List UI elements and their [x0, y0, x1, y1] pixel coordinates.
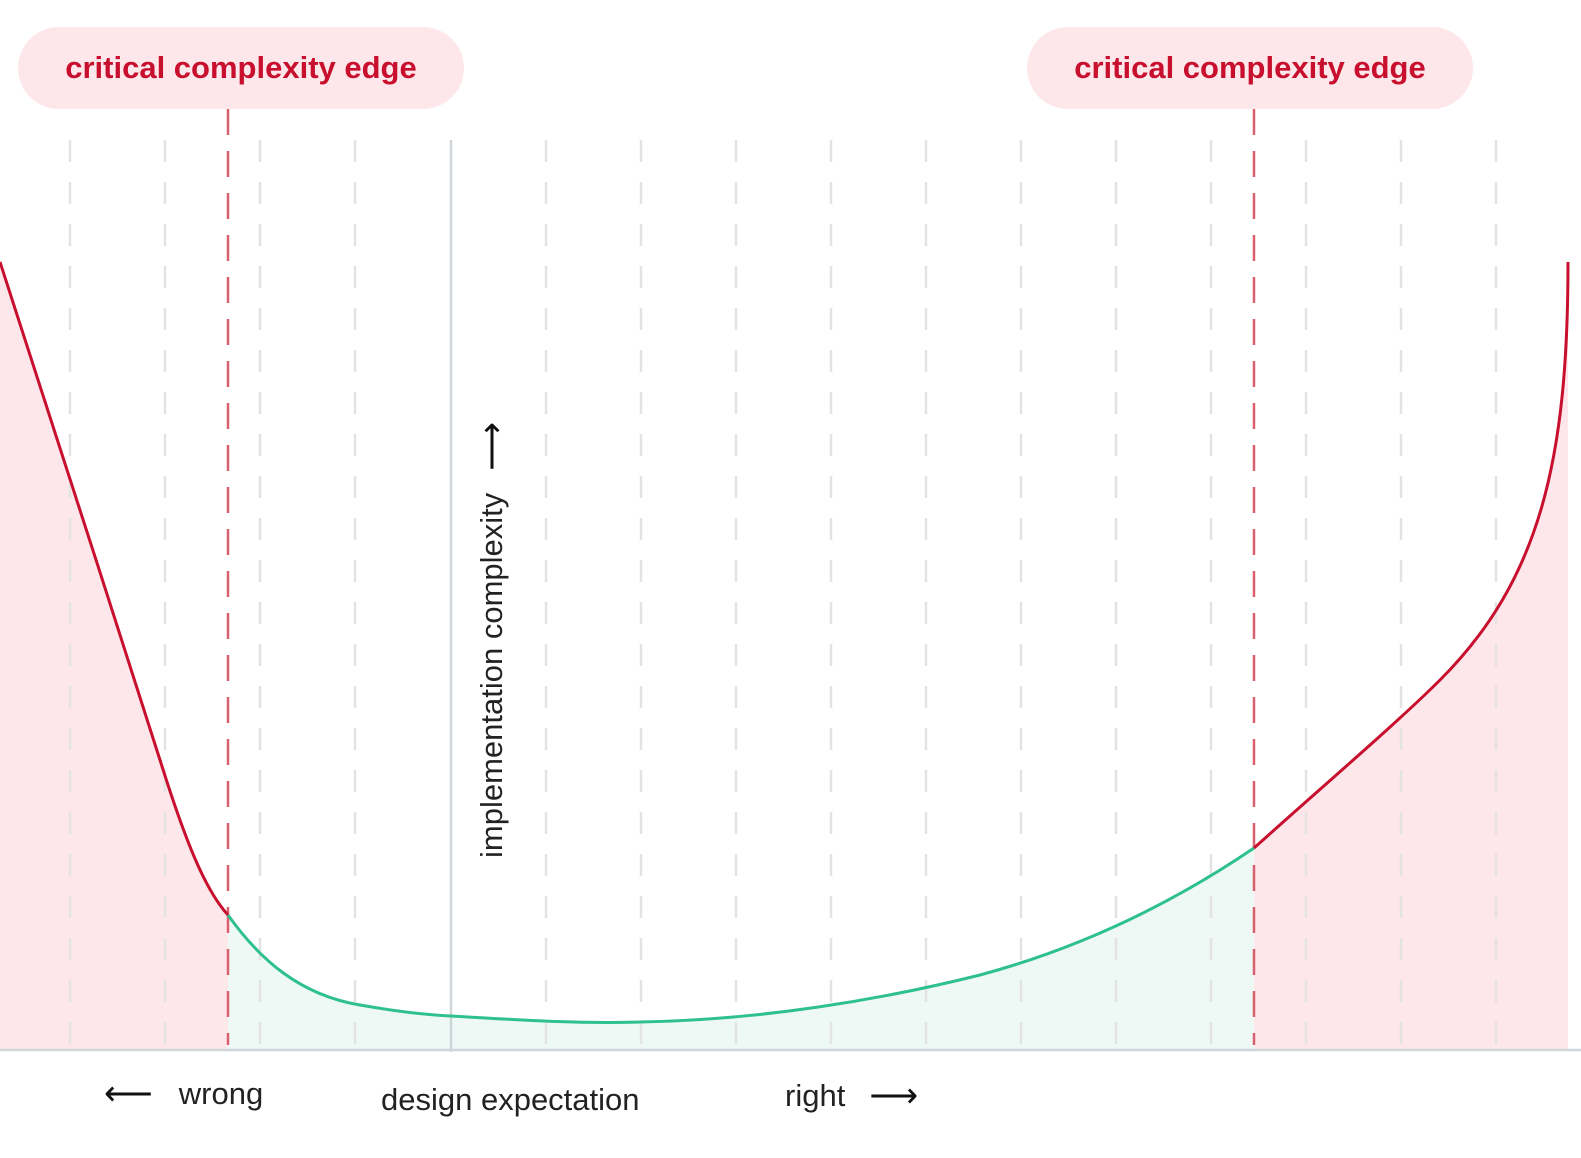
safe-curve: [226, 846, 1255, 1025]
y-axis-label: implementation complexity ⟶: [473, 421, 511, 859]
grid-lines: [68, 140, 1498, 1050]
right-critical-zone: [1254, 262, 1568, 1050]
arrow-left-icon: ⟵: [104, 1075, 153, 1113]
x-axis-right-label: right ⟶: [785, 1074, 918, 1118]
arrow-right-icon: ⟶: [869, 1077, 919, 1115]
right-label-text: right: [785, 1078, 846, 1113]
wrong-label-text: wrong: [178, 1076, 264, 1111]
safe-zone: [228, 848, 1254, 1050]
arrow-right-icon: ⟶: [473, 421, 511, 471]
left-critical-edge-label: critical complexity edge: [18, 27, 464, 109]
right-critical-curve: [1252, 261, 1570, 850]
x-axis-wrong-label: ⟵ wrong: [104, 1072, 263, 1116]
left-critical-curve: [0, 261, 230, 917]
design-expectation-label: design expectation: [381, 1082, 640, 1117]
right-critical-edge-label: critical complexity edge: [1027, 27, 1473, 109]
y-axis-label-text: implementation complexity: [474, 492, 509, 859]
left-critical-zone: [0, 262, 228, 1050]
